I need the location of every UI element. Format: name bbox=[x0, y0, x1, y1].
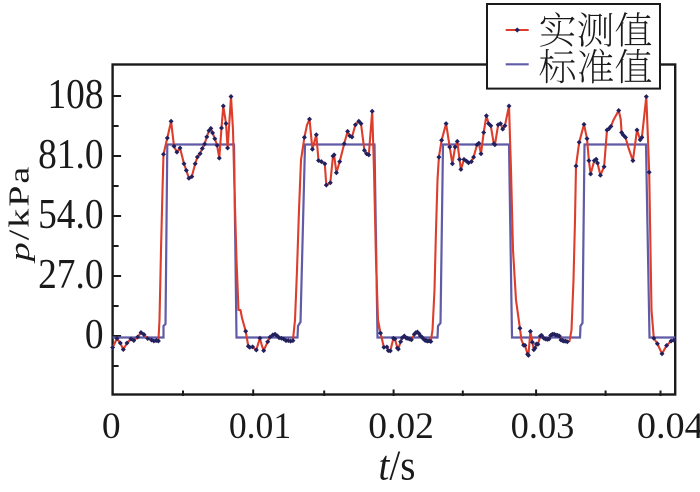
svg-text:108: 108 bbox=[47, 71, 103, 117]
svg-text:81.0: 81.0 bbox=[38, 131, 103, 177]
svg-text:54.0: 54.0 bbox=[38, 191, 103, 237]
svg-text:p/kPa: p/kPa bbox=[4, 165, 35, 264]
svg-text:0: 0 bbox=[85, 311, 104, 357]
svg-text:0.03: 0.03 bbox=[511, 405, 575, 447]
svg-text:0.02: 0.02 bbox=[368, 406, 434, 447]
svg-text:0: 0 bbox=[102, 406, 121, 447]
svg-text:t/s: t/s bbox=[379, 442, 416, 489]
svg-text:0.01: 0.01 bbox=[229, 404, 291, 446]
svg-text:27.0: 27.0 bbox=[38, 251, 103, 297]
svg-text:0.04: 0.04 bbox=[637, 405, 700, 447]
